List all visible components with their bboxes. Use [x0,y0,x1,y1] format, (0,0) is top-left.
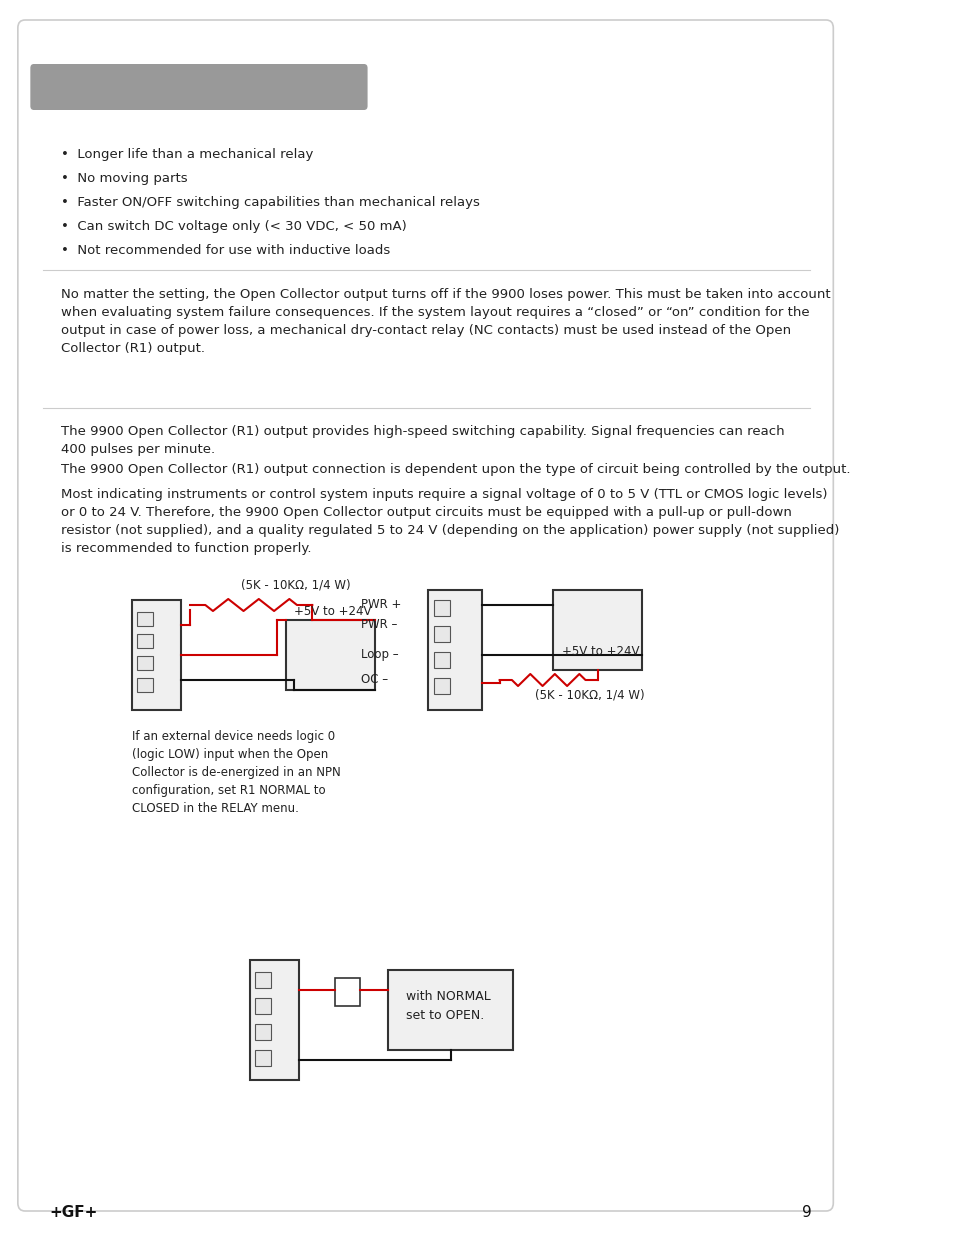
Text: PWR +: PWR + [361,598,401,611]
Bar [137,656,153,671]
Text: No matter the setting, the Open Collector output turns off if the 9900 loses pow: No matter the setting, the Open Collecto… [61,288,829,354]
Text: (5K - 10KΩ, 1/4 W): (5K - 10KΩ, 1/4 W) [535,688,644,701]
Bar [335,978,359,1007]
FancyBboxPatch shape [30,64,367,110]
Bar [285,620,375,690]
FancyBboxPatch shape [18,20,832,1212]
Bar [428,590,481,710]
Bar [553,590,641,671]
Bar [254,972,271,988]
Text: PWR –: PWR – [361,618,397,631]
Bar [137,634,153,648]
Bar [132,600,181,710]
Text: 9: 9 [801,1205,811,1220]
Bar [434,626,449,642]
Text: Loop –: Loop – [361,648,398,661]
Bar [254,1024,271,1040]
Bar [137,613,153,626]
Bar [388,969,513,1050]
Bar [254,998,271,1014]
Text: OC –: OC – [361,673,388,685]
Text: The 9900 Open Collector (R1) output provides high-speed switching capability. Si: The 9900 Open Collector (R1) output prov… [61,425,783,456]
Text: +5V to +24V: +5V to +24V [561,645,639,658]
Text: If an external device needs logic 0
(logic LOW) input when the Open
Collector is: If an external device needs logic 0 (log… [132,730,340,815]
Text: •  Longer life than a mechanical relay: • Longer life than a mechanical relay [61,148,313,161]
Text: with NORMAL
set to OPEN.: with NORMAL set to OPEN. [406,990,490,1023]
Text: +5V to +24V: +5V to +24V [294,605,372,618]
Text: +GF+: +GF+ [49,1205,97,1220]
Text: •  Not recommended for use with inductive loads: • Not recommended for use with inductive… [61,245,390,257]
Text: •  Can switch DC voltage only (< 30 VDC, < 50 mA): • Can switch DC voltage only (< 30 VDC, … [61,220,406,233]
Text: Most indicating instruments or control system inputs require a signal voltage of: Most indicating instruments or control s… [61,488,839,555]
Bar [434,600,449,616]
Text: (5K - 10KΩ, 1/4 W): (5K - 10KΩ, 1/4 W) [241,578,350,592]
Text: •  Faster ON/OFF switching capabilities than mechanical relays: • Faster ON/OFF switching capabilities t… [61,196,479,209]
Bar [137,678,153,692]
Bar [434,652,449,668]
Bar [250,960,298,1079]
Text: •  No moving parts: • No moving parts [61,172,187,185]
Bar [434,678,449,694]
Bar [254,1050,271,1066]
Text: The 9900 Open Collector (R1) output connection is dependent upon the type of cir: The 9900 Open Collector (R1) output conn… [61,463,849,475]
